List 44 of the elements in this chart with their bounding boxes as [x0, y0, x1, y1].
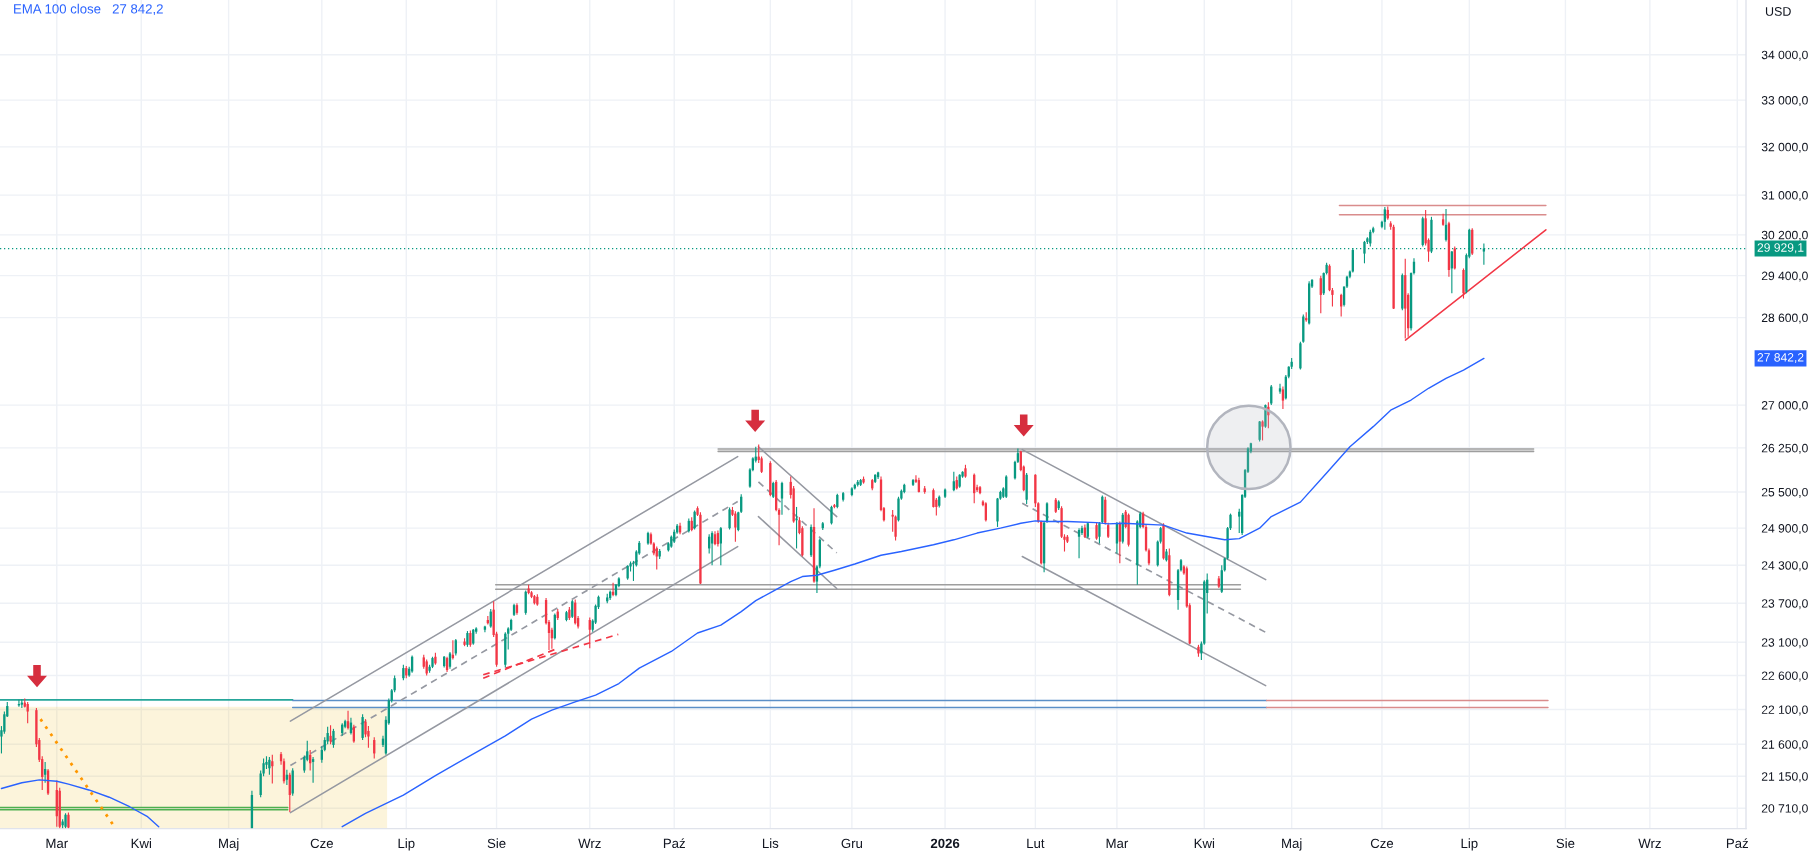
y-tick-label: 20 710,0	[1761, 804, 1808, 815]
x-tick-label: Lip	[1461, 838, 1478, 851]
y-tick-label: 33 000,0	[1761, 96, 1808, 106]
x-tick-label: Sie	[1556, 838, 1575, 849]
y-axis-title: USD	[1765, 7, 1791, 16]
x-tick-label: 2026	[930, 838, 960, 849]
y-tick-label: 21 600,0	[1761, 740, 1808, 751]
y-tick-label: 25 500,0	[1761, 487, 1808, 498]
x-tick-label: Cze	[1370, 838, 1394, 849]
x-tick-label: Wrz	[578, 838, 601, 848]
y-tick-label: 32 000,0	[1761, 142, 1808, 153]
x-tick-label: Wrz	[1638, 838, 1661, 848]
y-tick-label: 28 600,0	[1761, 313, 1808, 324]
x-tick-label: Lut	[1027, 838, 1045, 849]
y-tick-label: 24 900,0	[1761, 524, 1808, 535]
y-tick-label: 22 100,0	[1761, 705, 1808, 716]
x-tick-label: Lip	[398, 838, 415, 851]
y-tick-label: 21 150,0	[1761, 772, 1808, 783]
y-tick-label: 29 400,0	[1761, 271, 1808, 282]
x-tick-label: Sie	[487, 838, 506, 849]
y-tick-label: 31 000,0	[1761, 191, 1808, 202]
x-tick-label: Lis	[762, 838, 779, 849]
y-tick-label: 27 000,0	[1761, 401, 1808, 412]
x-tick-label: Paź	[663, 838, 685, 849]
x-tick-label: Kwi	[1194, 838, 1215, 848]
x-tick-label: Mar	[1106, 838, 1129, 849]
x-tick-label: Gru	[841, 838, 863, 849]
x-tick-label: Paź	[1726, 838, 1748, 849]
y-tick-label: 23 100,0	[1761, 638, 1808, 649]
y-tick-label: 30 200,0	[1761, 230, 1808, 241]
y-tick-label: 26 250,0	[1761, 443, 1808, 454]
x-tick-label: Kwi	[131, 838, 151, 848]
text: 27 842,2	[1757, 353, 1804, 364]
x-tick-label: Cze	[310, 838, 333, 849]
text: EMA 100 close	[14, 3, 101, 14]
x-tick-label: Mar	[46, 838, 68, 849]
ref-line-label: 29 929,1	[1757, 243, 1804, 254]
x-tick-label: Maj	[219, 838, 239, 851]
y-tick-label: 24 300,0	[1761, 561, 1808, 572]
y-tick-label: 34 000,0	[1761, 50, 1808, 61]
x-tick-label: Maj	[1282, 838, 1302, 851]
y-tick-label: 22 600,0	[1761, 671, 1808, 682]
annotation: 27 842,2	[112, 4, 163, 16]
y-tick-label: 23 700,0	[1761, 599, 1808, 610]
